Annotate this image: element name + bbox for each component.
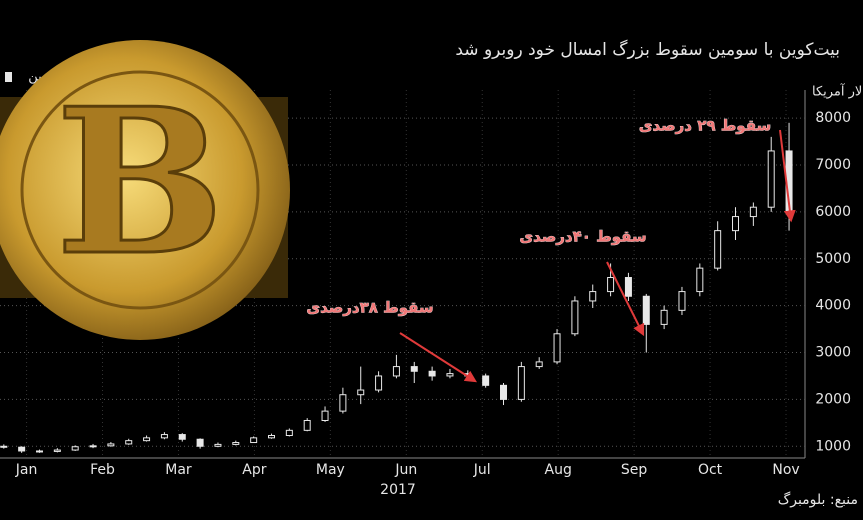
source: منبع: بلومبرگ <box>778 490 858 508</box>
arrow <box>606 261 645 337</box>
y-tick-label: 6000 <box>815 204 851 220</box>
candle-body <box>749 206 757 218</box>
candle-body <box>732 216 740 232</box>
x-tick-label: Nov <box>772 462 799 478</box>
x-tick-label: May <box>316 462 345 478</box>
candle-body <box>0 445 8 448</box>
candle-body <box>339 394 347 412</box>
candle-body <box>571 300 579 335</box>
candle-body <box>375 375 383 391</box>
y-tick-label: 4000 <box>815 298 851 314</box>
candle-body <box>696 267 704 293</box>
candle-body <box>589 291 597 302</box>
candle-body <box>714 230 722 269</box>
candle-body <box>678 291 686 311</box>
candle-body <box>660 309 668 325</box>
y-tick-label: 1000 <box>815 438 851 454</box>
x-tick-label: Feb <box>90 462 115 478</box>
candle-body <box>410 366 418 372</box>
candle-body <box>303 419 311 431</box>
candle-body <box>143 437 151 442</box>
plot: 1000 2000 3000 4000 5000 6000 7000 8000 Jan Feb Ma… <box>0 90 851 478</box>
x-tick-label: Sep <box>621 462 648 478</box>
candle-body <box>107 443 115 447</box>
y-tick-label: 7000 <box>815 157 851 173</box>
candle-body <box>482 375 490 386</box>
x-tick-label: Oct <box>698 462 723 478</box>
arrow <box>399 332 478 383</box>
y-tick-label: 3000 <box>815 345 851 361</box>
candle-body <box>357 389 365 396</box>
candle-body <box>214 443 222 447</box>
candle-body <box>196 438 204 447</box>
y-tick-label: 8000 <box>815 110 851 126</box>
candle-body <box>285 429 293 436</box>
y-tick-label: 2000 <box>815 391 851 407</box>
candle-body <box>267 434 275 439</box>
candle-body <box>160 434 168 439</box>
candle-body <box>71 446 79 451</box>
svg-text:B: B <box>55 65 224 300</box>
candle-body <box>392 366 400 377</box>
candle-body <box>232 442 240 445</box>
candle-body <box>517 366 525 400</box>
candle-body <box>607 277 615 293</box>
arrow <box>779 129 796 223</box>
candle-body <box>446 373 454 377</box>
candle-body <box>89 445 97 448</box>
annotation: سقوط ۲۹ درصدی <box>639 117 772 135</box>
candle-body <box>535 361 543 368</box>
y-tick-label: 5000 <box>815 251 851 267</box>
x-tick-label: Jun <box>394 462 417 478</box>
x-tick-label: Jul <box>473 462 491 478</box>
candle-body <box>35 450 43 453</box>
candle-body <box>53 449 61 452</box>
annotation: سقوط ۴۰درصدی <box>519 228 646 246</box>
candle-body <box>18 446 26 452</box>
y-axis-label: لار آمریکا <box>812 83 862 100</box>
candle-body <box>178 434 186 440</box>
x-tick-label: Jan <box>15 462 38 478</box>
candle-body <box>321 410 329 421</box>
candle-body <box>125 440 133 445</box>
candle-body <box>250 437 258 444</box>
chart-title: بیت‌کوین با سومین سقوط بزرگ امسال خود رو… <box>455 39 840 60</box>
candle-body <box>500 384 508 400</box>
candle-body <box>642 295 650 325</box>
candle-body <box>767 150 775 208</box>
bitcoin-image: B <box>0 40 290 340</box>
x-axis-label: 2017 <box>380 482 416 498</box>
candle-body <box>553 333 561 363</box>
candle-body <box>624 277 632 297</box>
legend-swatch <box>5 72 12 82</box>
x-tick-label: Mar <box>165 462 192 478</box>
candle-body <box>428 370 436 377</box>
x-tick-label: Apr <box>242 462 266 478</box>
annotation: سقوط ۳۸درصدی <box>306 299 433 317</box>
x-tick-label: Aug <box>545 462 572 478</box>
